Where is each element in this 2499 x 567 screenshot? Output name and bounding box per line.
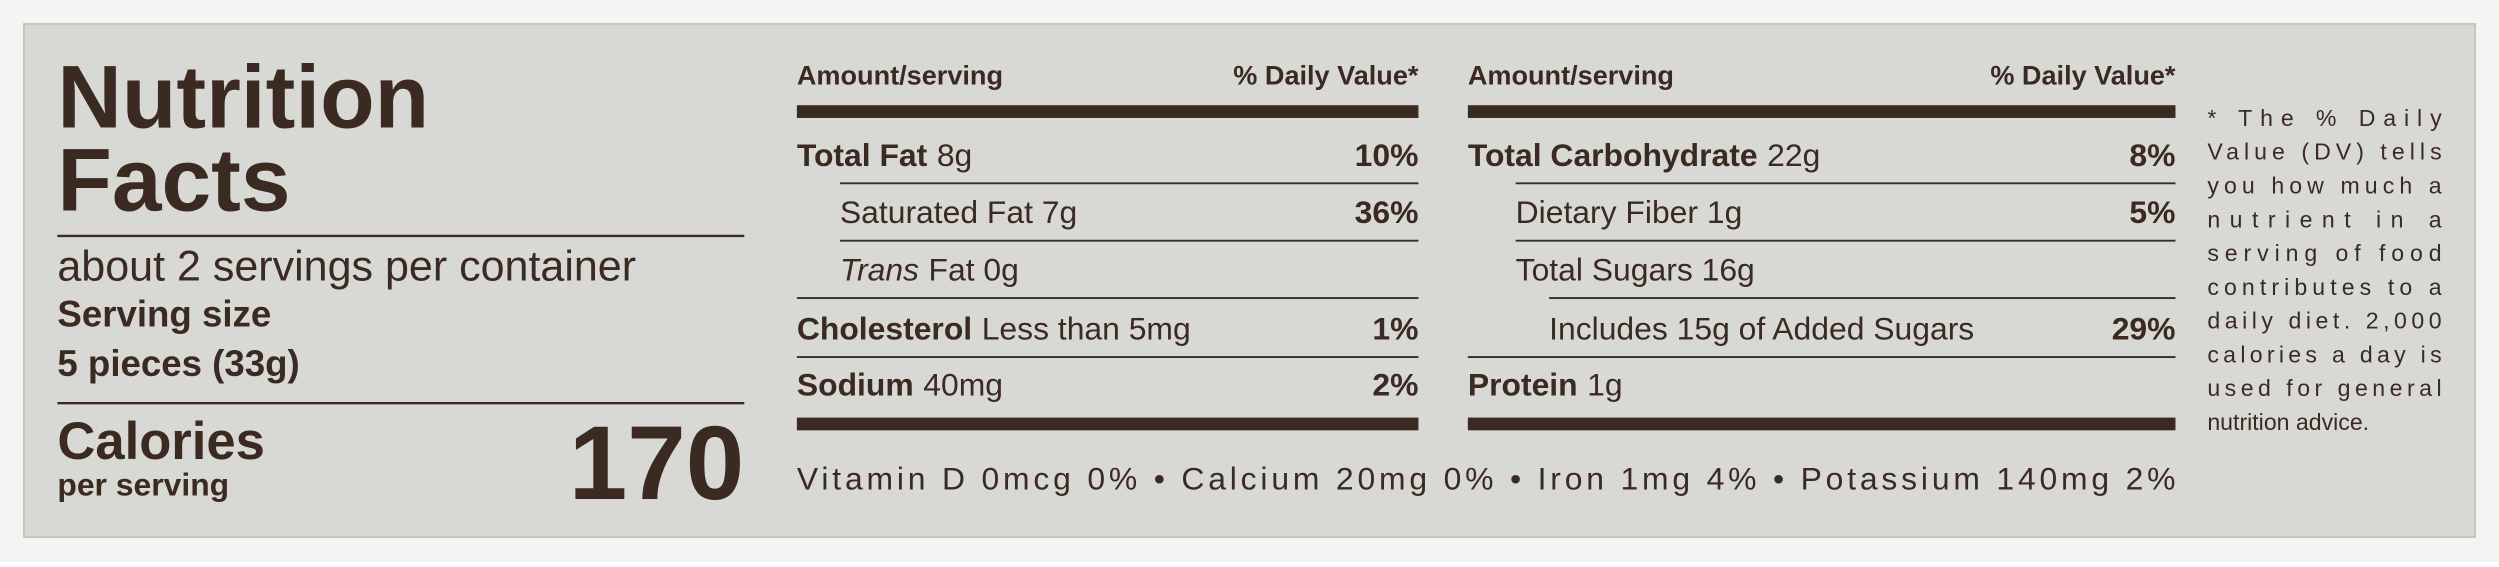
row-label: Dietary Fiber 1g [1516,194,1743,230]
thick-rule [1467,417,2176,431]
amount: Includes 15g of Added Sugars [1549,310,1974,346]
amount: Fat 0g [929,252,1019,288]
calories-value: 170 [569,405,744,522]
row-label: Trans Fat 0g [840,252,1019,288]
footnote-line: Value (DV) tells [2207,139,2441,165]
footnote-line: daily diet. 2,000 [2207,308,2441,334]
daily-value: 5% [2129,194,2175,230]
row-label: Total Carbohydrate 22g [1468,137,1820,173]
row-label: Protein 1g [1468,366,1623,402]
row-label: Includes 15g of Added Sugars [1549,310,1974,346]
amount: 8g [937,137,972,173]
footnote-line: * The % Daily [2207,105,2442,131]
header-amount: Amount/serving [797,59,1003,90]
amount: Dietary Fiber 1g [1516,194,1743,230]
daily-value: 36% [1355,194,1419,230]
serving-size-label: Serving size [57,294,271,335]
row-label: Total Fat 8g [797,137,972,173]
thick-rule [796,105,1419,118]
nutrient-name: Cholesterol [797,310,972,346]
daily-value: 8% [2129,137,2175,173]
nutrient-name: Total Fat [797,137,928,173]
calories-label: Calories [57,412,265,471]
daily-value: 10% [1355,137,1419,173]
header-amount: Amount/serving [1468,59,1674,90]
thick-rule [1467,105,2176,118]
servings: about 2 servings per container [57,243,636,291]
row-label: Saturated Fat 7g [840,194,1077,230]
footnote-line: contributes to a [2207,274,2441,300]
amount: 22g [1767,137,1820,173]
amount: Saturated Fat 7g [840,194,1077,230]
amount: 40mg [923,366,1003,402]
daily-value: 2% [1372,366,1418,402]
vitamins: Vitamin D 0mcg 0% • Calcium 20mg 0% • Ir… [797,460,2176,496]
footnote-line: nutrition advice. [2207,409,2369,435]
calories-sub: per serving [57,467,229,503]
row-label: Total Sugars 16g [1516,252,1755,288]
nutrient-name: Trans [840,252,919,288]
header-dv: % Daily Value* [1990,59,2176,90]
title: Facts [57,129,290,229]
title: Nutrition [57,47,429,147]
nutrient-name: Protein [1468,366,1578,402]
thick-rule [796,417,1419,431]
nutrient-name: Total Carbohydrate [1468,137,1758,173]
header-dv: % Daily Value* [1233,59,1419,90]
row-label: Cholesterol Less than 5mg [797,310,1191,346]
daily-value: 1% [1372,310,1418,346]
amount: Total Sugars 16g [1516,252,1755,288]
amount: Less than 5mg [982,310,1191,346]
nutrient-name: Sodium [797,366,914,402]
row-label: Sodium 40mg [797,366,1003,402]
serving-size: 5 pieces (33g) [57,343,299,384]
amount: 1g [1587,366,1622,402]
footnote-line: serving of food [2207,240,2441,266]
daily-value: 29% [2112,310,2176,346]
